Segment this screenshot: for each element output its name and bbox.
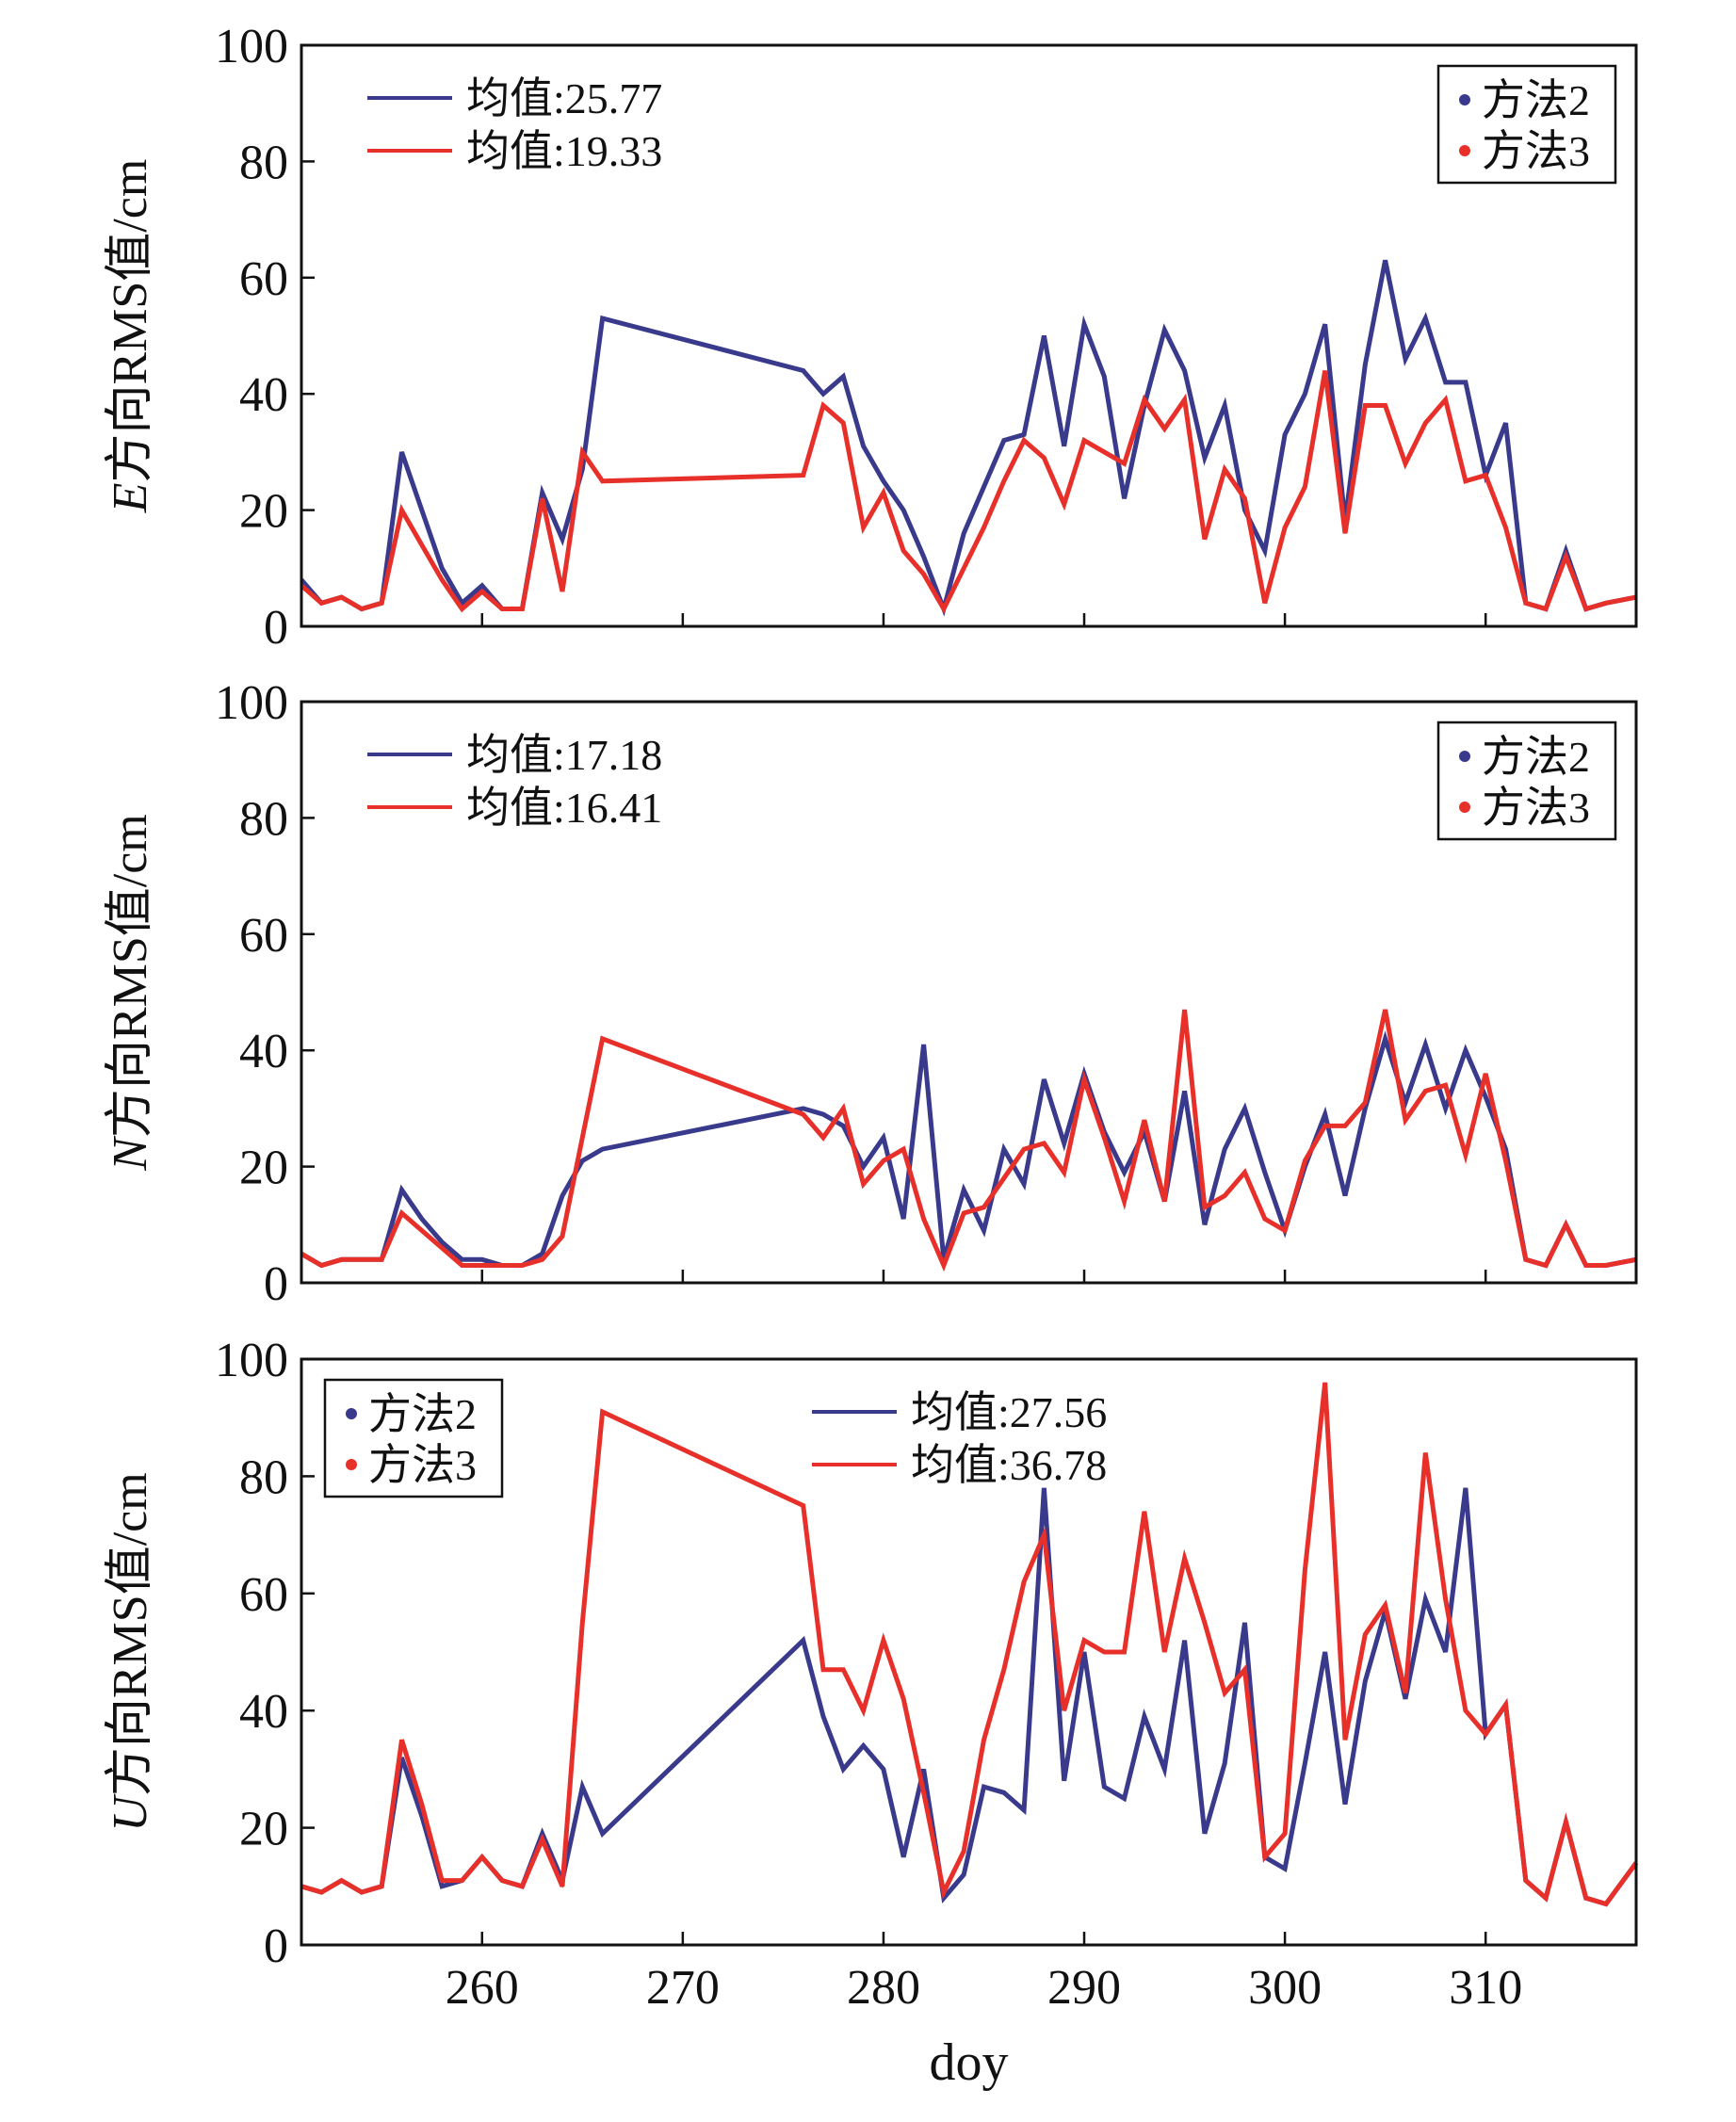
legend-marker-method3-u bbox=[346, 1459, 357, 1470]
y-axis-label-n-rest: 方向RMS值/cm bbox=[104, 814, 157, 1138]
axis-ticks-u: 0 20 40 60 80 100 260 270 280 290 300 310 bbox=[215, 1334, 1522, 2015]
legend-marker-method3-n bbox=[1459, 802, 1470, 813]
mean-label-method3-n: 均值:16.41 bbox=[466, 784, 662, 832]
legend-box-u bbox=[323, 1378, 504, 1498]
x-tick-label-290: 290 bbox=[1047, 1961, 1121, 2015]
mean-label-method3-e: 均值:19.33 bbox=[466, 127, 662, 175]
method-legend-u: 方法2 方法3 bbox=[323, 1378, 504, 1498]
y-tick-label-u-20: 20 bbox=[239, 1803, 288, 1856]
y-axis-label-e-italic: E bbox=[104, 483, 157, 514]
legend-label-method3-u: 方法3 bbox=[368, 1441, 477, 1489]
series-layer-u bbox=[300, 1382, 1639, 1907]
y-axis-label-e-rest: 方向RMS值/cm bbox=[104, 159, 157, 483]
series-line-method2-n bbox=[300, 1030, 1637, 1269]
x-tick-label-300: 300 bbox=[1248, 1961, 1322, 2015]
mean-legend-n: 均值:17.18 均值:16.41 bbox=[367, 731, 662, 832]
panel-e: 0 20 40 60 80 100 E方向RMS值/cm 均值:25.77 均值:19.3… bbox=[104, 20, 1638, 655]
legend-box-n bbox=[1436, 721, 1617, 841]
y-tick-label-u-60: 60 bbox=[239, 1568, 288, 1622]
mean-label-method3-u: 均值:36.78 bbox=[911, 1441, 1107, 1489]
legend-marker-method2-e bbox=[1459, 94, 1470, 105]
plot-frame-n bbox=[300, 700, 1638, 1285]
y-axis-label-u-italic: U bbox=[104, 1793, 157, 1832]
y-tick-label-n-80: 80 bbox=[239, 792, 288, 846]
axis-ticks-n: 0 20 40 60 80 100 bbox=[215, 676, 1487, 1311]
panel-u: 0 20 40 60 80 100 260 270 280 290 300 310 U方向RMS值/c… bbox=[104, 1334, 1639, 2015]
series-line-method2-u bbox=[300, 1487, 1639, 1907]
legend-box-e bbox=[1436, 64, 1617, 185]
legend-marker-method2-n bbox=[1459, 751, 1470, 762]
y-axis-label-e: E方向RMS值/cm bbox=[104, 159, 157, 514]
y-tick-label-e-80: 80 bbox=[239, 136, 288, 189]
y-axis-label-n: N方向RMS值/cm bbox=[104, 814, 157, 1172]
series-line-method3-n bbox=[300, 1009, 1637, 1272]
legend-label-method3-n: 方法3 bbox=[1482, 784, 1590, 832]
legend-label-method2-n: 方法2 bbox=[1482, 733, 1590, 781]
series-layer-n bbox=[300, 1009, 1637, 1272]
legend-label-method2-u: 方法2 bbox=[368, 1390, 477, 1438]
mean-label-method2-e: 均值:25.77 bbox=[466, 74, 662, 122]
series-line-method3-u bbox=[300, 1382, 1639, 1907]
mean-legend-e: 均值:25.77 均值:19.33 bbox=[367, 74, 662, 175]
y-tick-label-u-80: 80 bbox=[239, 1450, 288, 1504]
y-tick-label-e-100: 100 bbox=[215, 20, 288, 73]
x-axis-label: doy bbox=[930, 2033, 1009, 2092]
x-tick-label-280: 280 bbox=[847, 1961, 920, 2015]
x-tick-label-270: 270 bbox=[646, 1961, 720, 2015]
mean-label-method2-u: 均值:27.56 bbox=[911, 1388, 1107, 1436]
y-tick-label-n-40: 40 bbox=[239, 1025, 288, 1078]
x-tick-label-260: 260 bbox=[446, 1961, 519, 2015]
y-tick-label-e-0: 0 bbox=[264, 601, 288, 655]
y-tick-label-u-0: 0 bbox=[264, 1920, 288, 1973]
mean-legend-u: 均值:27.56 均值:36.78 bbox=[812, 1388, 1107, 1489]
y-tick-label-u-100: 100 bbox=[215, 1334, 288, 1387]
mean-label-method2-n: 均值:17.18 bbox=[466, 731, 662, 779]
y-tick-label-e-40: 40 bbox=[239, 368, 288, 422]
y-tick-label-e-20: 20 bbox=[239, 485, 288, 539]
y-axis-label-n-italic: N bbox=[104, 1135, 157, 1172]
panel-n: 0 20 40 60 80 100 N方向RMS值/cm 均值:17.18 均值:16.4… bbox=[104, 676, 1638, 1311]
legend-marker-method3-e bbox=[1459, 145, 1470, 156]
y-axis-label-u: U方向RMS值/cm bbox=[104, 1472, 157, 1831]
y-tick-label-u-40: 40 bbox=[239, 1685, 288, 1739]
method-legend-n: 方法2 方法3 bbox=[1436, 721, 1617, 841]
y-axis-label-u-rest: 方向RMS值/cm bbox=[104, 1472, 157, 1796]
y-tick-label-n-0: 0 bbox=[264, 1257, 288, 1311]
legend-label-method2-e: 方法2 bbox=[1482, 76, 1590, 124]
legend-label-method3-e: 方法3 bbox=[1482, 127, 1590, 175]
x-tick-label-310: 310 bbox=[1449, 1961, 1522, 2015]
series-line-method3-e bbox=[300, 370, 1637, 614]
legend-marker-method2-u bbox=[346, 1408, 357, 1419]
plot-frame-u bbox=[300, 1357, 1638, 1947]
axis-ticks-e: 0 20 40 60 80 100 bbox=[215, 20, 1487, 655]
series-layer-e bbox=[300, 259, 1637, 617]
y-tick-label-n-100: 100 bbox=[215, 676, 288, 730]
y-tick-label-n-60: 60 bbox=[239, 909, 288, 963]
plot-frame-e bbox=[300, 43, 1638, 628]
y-tick-label-n-20: 20 bbox=[239, 1142, 288, 1195]
method-legend-e: 方法2 方法3 bbox=[1436, 64, 1617, 185]
y-tick-label-e-60: 60 bbox=[239, 252, 288, 306]
